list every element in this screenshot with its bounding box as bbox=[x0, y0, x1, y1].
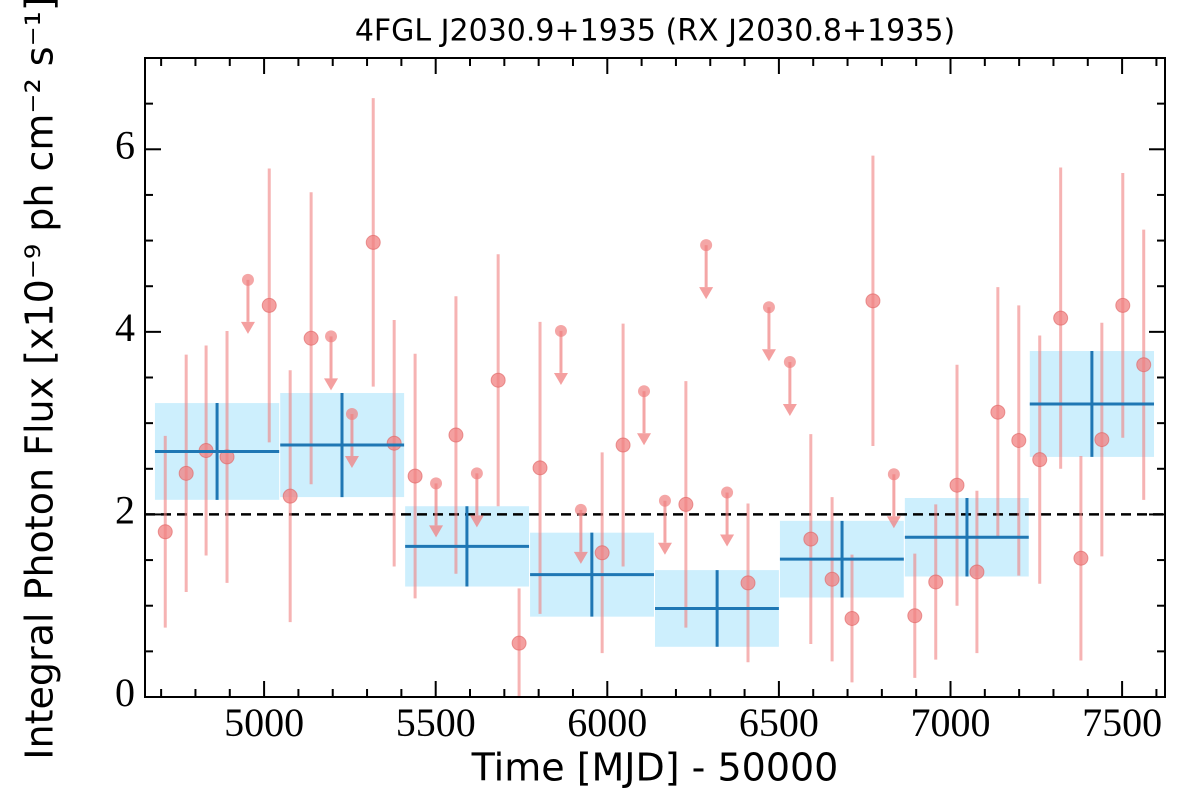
data-point bbox=[844, 610, 860, 626]
upper-limit-point bbox=[721, 486, 734, 499]
upper-limit-point bbox=[554, 324, 567, 337]
data-point bbox=[282, 488, 298, 504]
data-point bbox=[365, 234, 381, 250]
upper-limit-point bbox=[241, 273, 254, 286]
data-point bbox=[594, 545, 610, 561]
upper-limit-arrow bbox=[429, 525, 444, 538]
upper-limit-point bbox=[700, 239, 713, 252]
upper-limit-arrow bbox=[469, 515, 484, 528]
y-tick-label: 0 bbox=[115, 670, 135, 715]
data-point bbox=[1011, 432, 1027, 448]
data-point bbox=[261, 297, 277, 313]
upper-limit-point bbox=[783, 355, 796, 368]
upper-limit-arrow bbox=[657, 542, 672, 555]
data-point bbox=[1053, 310, 1069, 326]
data-point bbox=[928, 574, 944, 590]
upper-limit-arrow bbox=[886, 516, 901, 529]
data-point bbox=[303, 330, 319, 346]
y-tick-label: 6 bbox=[115, 122, 135, 167]
upper-limit-arrow bbox=[240, 321, 255, 334]
upper-limit-point bbox=[470, 467, 483, 480]
data-point bbox=[990, 404, 1006, 420]
upper-limit-point bbox=[430, 477, 443, 490]
data-point bbox=[969, 564, 985, 580]
upper-limit-arrow bbox=[699, 287, 714, 300]
y-axis-label: Integral Photon Flux [x10⁻⁹ ph cm⁻² s⁻¹] bbox=[18, 0, 62, 760]
upper-limit-arrow bbox=[324, 378, 339, 391]
data-point bbox=[615, 437, 631, 453]
data-point bbox=[219, 449, 235, 465]
data-point bbox=[678, 496, 694, 512]
data-point bbox=[949, 477, 965, 493]
data-point bbox=[907, 608, 923, 624]
data-point bbox=[407, 468, 423, 484]
upper-limit-point bbox=[574, 503, 587, 516]
data-point bbox=[448, 427, 464, 443]
x-tick-label: 6000 bbox=[567, 700, 647, 745]
data-point bbox=[1094, 432, 1110, 448]
y-tick-label: 2 bbox=[115, 488, 135, 533]
x-tick-label: 5000 bbox=[224, 700, 304, 745]
data-point bbox=[386, 435, 402, 451]
data-point bbox=[1032, 452, 1048, 468]
data-point bbox=[1073, 550, 1089, 566]
data-point bbox=[178, 465, 194, 481]
data-point bbox=[740, 575, 756, 591]
x-tick-label: 6500 bbox=[739, 700, 819, 745]
data-point bbox=[865, 293, 881, 309]
data-point bbox=[803, 531, 819, 547]
x-axis-label: Time [MJD] - 50000 bbox=[471, 746, 839, 790]
data-point bbox=[824, 571, 840, 587]
upper-limit-point bbox=[325, 330, 338, 343]
data-point bbox=[157, 524, 173, 540]
upper-limit-arrow bbox=[761, 349, 776, 362]
upper-limit-arrow bbox=[553, 372, 568, 385]
upper-limit-arrow bbox=[782, 403, 797, 416]
upper-limit-arrow bbox=[344, 456, 359, 469]
y-tick-label: 4 bbox=[115, 305, 135, 350]
x-tick-label: 7500 bbox=[1082, 700, 1162, 745]
data-point bbox=[1136, 357, 1152, 373]
upper-limit-arrow bbox=[720, 534, 735, 547]
x-tick-label: 5500 bbox=[396, 700, 476, 745]
upper-limit-point bbox=[638, 385, 651, 398]
data-point bbox=[511, 635, 527, 651]
data-point bbox=[532, 460, 548, 476]
data-point bbox=[1115, 297, 1131, 313]
x-tick-label: 7000 bbox=[910, 700, 990, 745]
chart-title: 4FGL J2030.9+1935 (RX J2030.8+1935) bbox=[355, 14, 955, 49]
upper-limit-point bbox=[762, 301, 775, 314]
upper-limit-point bbox=[345, 408, 358, 421]
upper-limit-arrow bbox=[637, 433, 652, 446]
upper-limit-point bbox=[658, 494, 671, 507]
upper-limit-arrow bbox=[573, 551, 588, 564]
upper-limit-point bbox=[887, 468, 900, 481]
data-point bbox=[490, 372, 506, 388]
